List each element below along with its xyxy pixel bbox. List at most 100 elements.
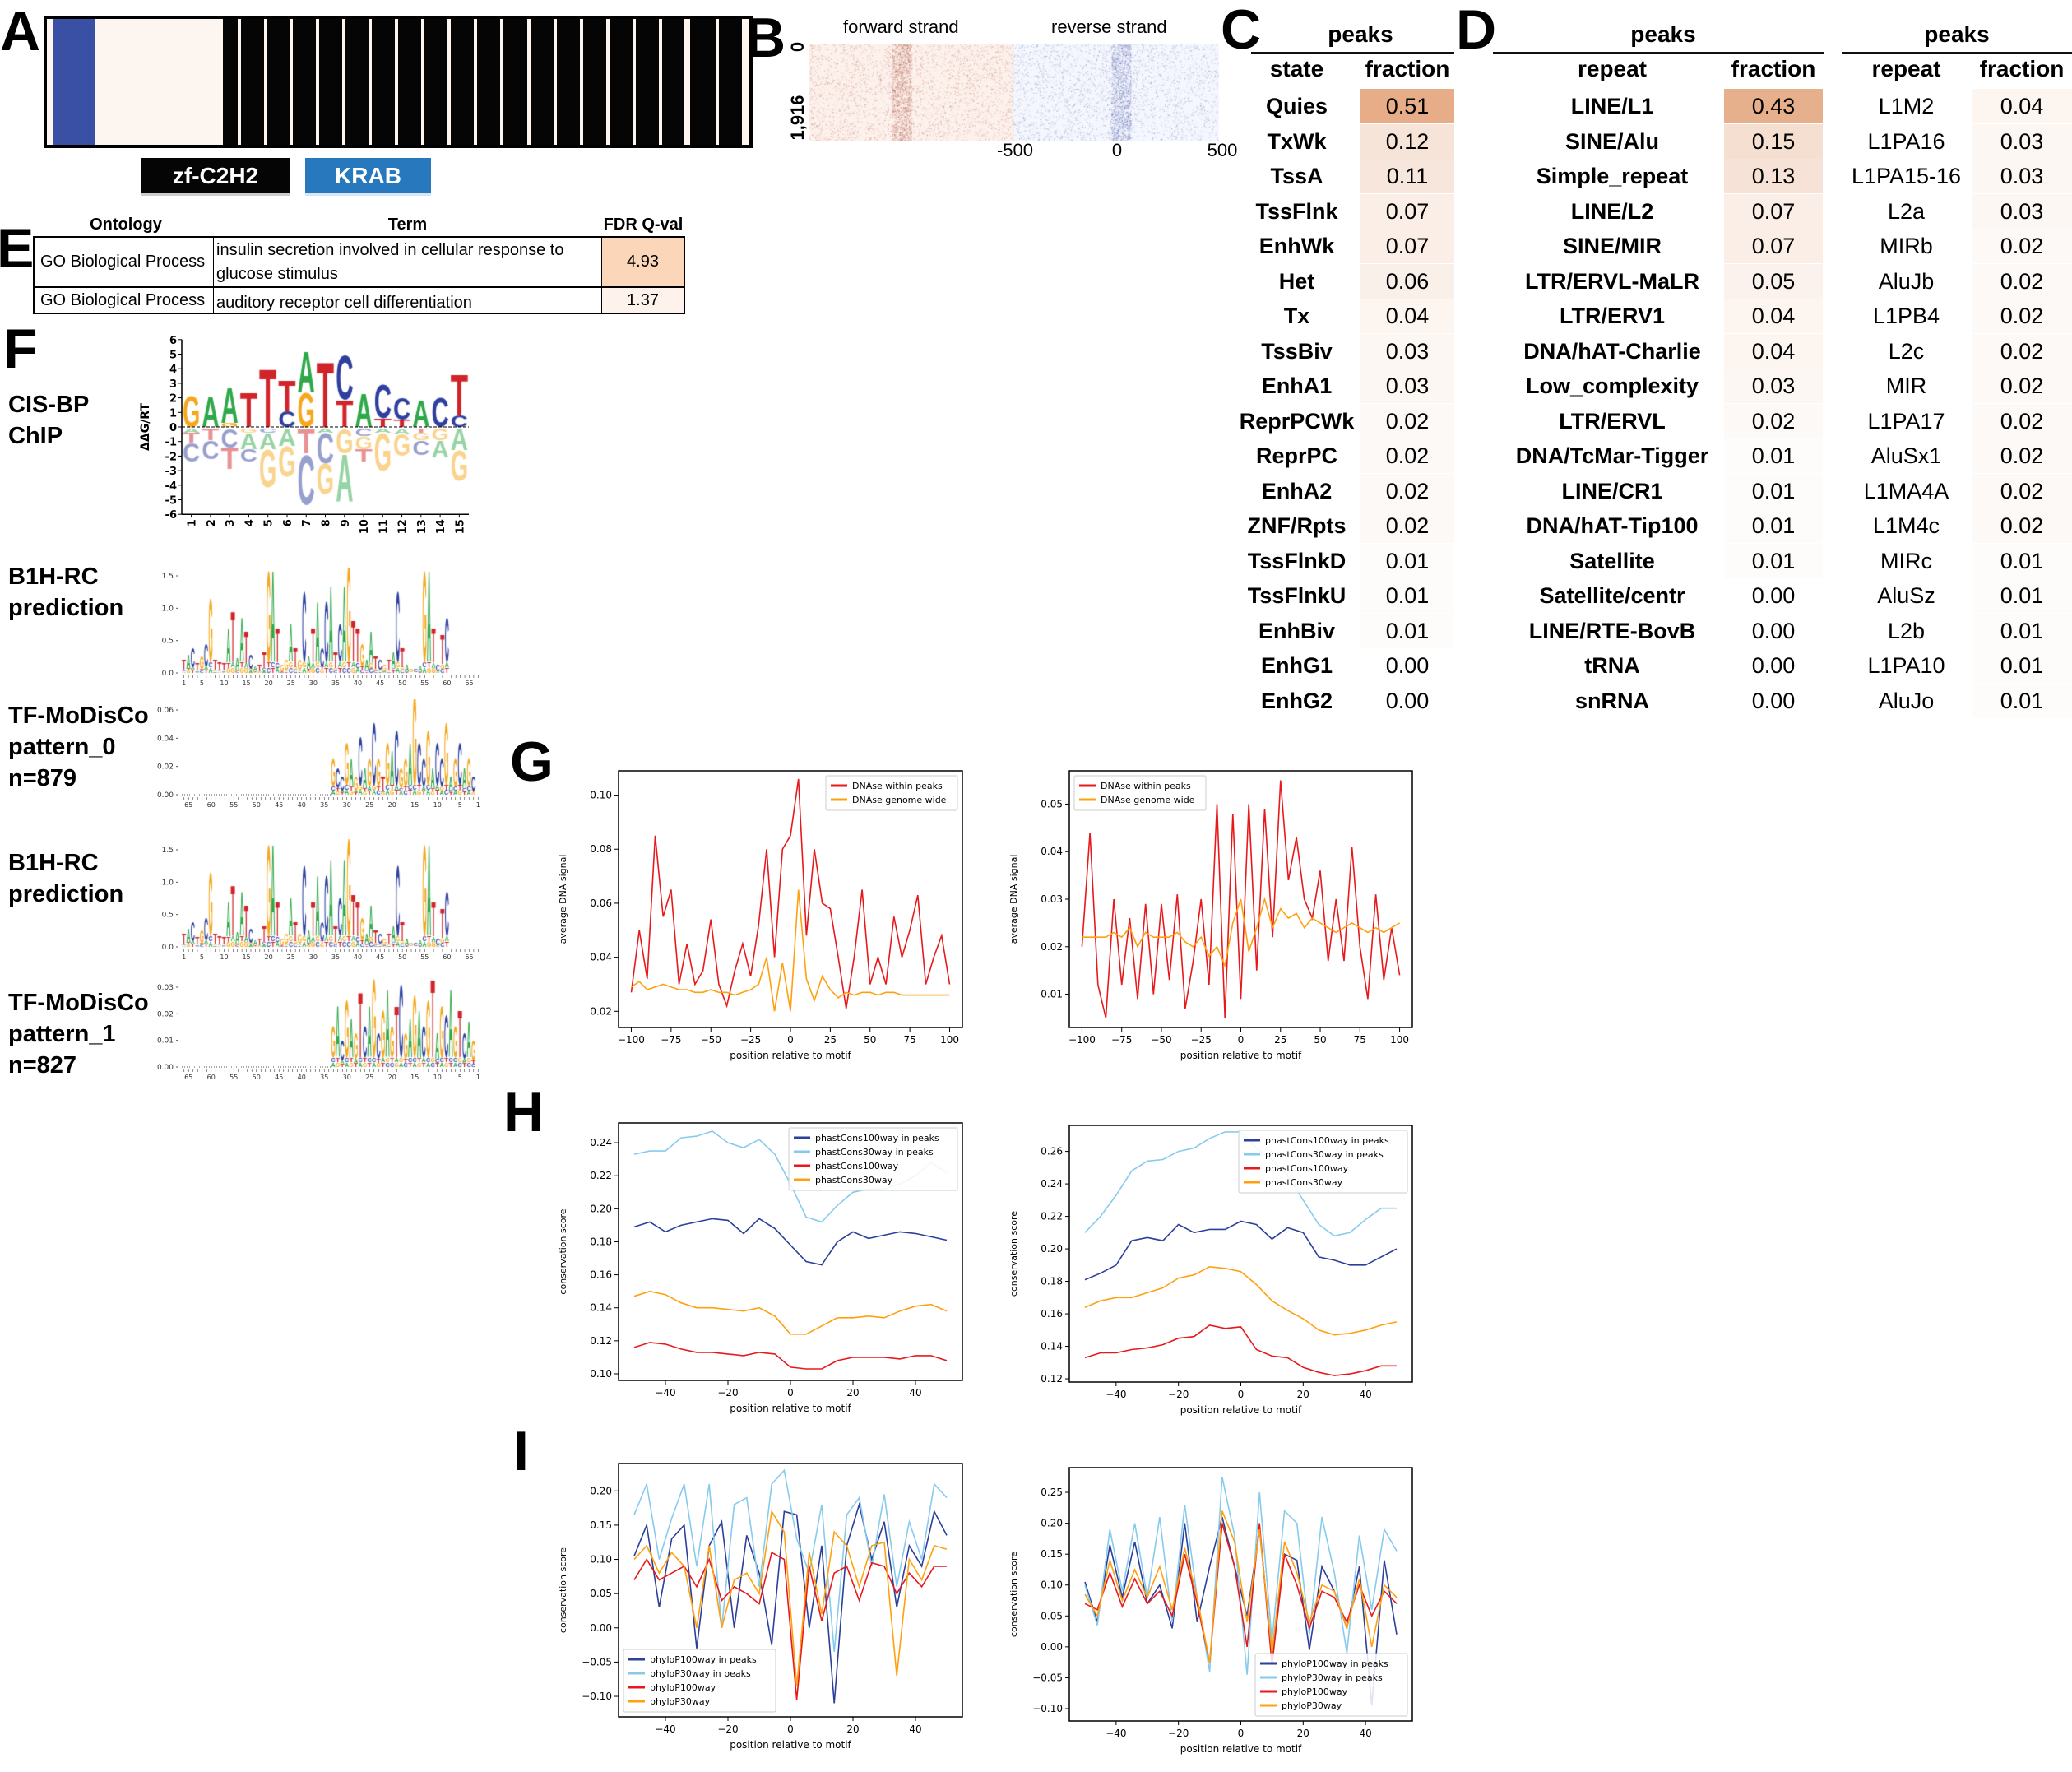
series-line-phastcons100way-in-peaks [633, 1218, 948, 1266]
x-tick-label: 30 [309, 680, 318, 687]
repeat-table-1-col-header: repeat [1577, 56, 1648, 81]
x-tick-label: 35 [331, 953, 340, 961]
panel-label-c: C [1221, 0, 1262, 61]
chart-legend: DNAse within peaks DNAse genome wide [1073, 775, 1207, 811]
x-tick-label: 20 [1297, 1389, 1309, 1400]
y-tick-label: 0.02 [590, 1005, 612, 1017]
x-tick-label: 20 [388, 801, 396, 809]
x-tick-label: 5 [263, 519, 276, 526]
x-tick-label: 10 [433, 801, 442, 809]
panel-label-h: H [503, 1081, 545, 1143]
state-table-fraction-cell: 0.00 [1360, 648, 1454, 683]
repeat-table-2-row-label: L1PA15-16 [1851, 164, 1962, 188]
y-tick-label: 0.10 [590, 790, 612, 801]
x-tick-label: 50 [398, 680, 406, 687]
x-tick-label: 100 [940, 1034, 959, 1046]
x-tick-label: 30 [343, 1074, 351, 1081]
y-tick-label: 0.10 [1041, 1579, 1063, 1591]
x-tick-label: 65 [184, 801, 192, 809]
x-tick-label: 0 [787, 1387, 794, 1399]
x-tick-label: 2 [206, 519, 218, 526]
x-tick-label: −50 [701, 1034, 721, 1046]
chart-dnase-2: −100 −75 −50 −25 0 25 50 75 100 0.01 0.02 0.03 0.04 0… [1008, 770, 1413, 1061]
x-tick-label: 20 [265, 953, 273, 961]
motif-source-label: n=879 [8, 765, 77, 791]
repeat-table-2-fraction-cell: 0.02 [1972, 473, 2072, 508]
y-tick-label: −0.05 [1032, 1672, 1063, 1683]
legend-zf-c2h2: zf-C2H2 [141, 158, 290, 196]
state-table-row-label: Het [1278, 268, 1315, 294]
zf-separator [580, 19, 583, 145]
repeat-table-2-fraction-cell: 0.02 [1972, 508, 2072, 543]
y-tick-label: 3 [169, 378, 177, 391]
y-tick-label: 0.05 [590, 1588, 612, 1599]
x-tick-label: 0 [787, 1723, 794, 1735]
series-line-phastcons30way [1084, 1265, 1398, 1336]
state-table-fraction-cell: 0.07 [1360, 193, 1454, 229]
y-tick-label: 0.5 [162, 638, 174, 646]
x-tick-label: 15 [410, 801, 419, 809]
repeat-table-1-row-label: LINE/CR1 [1561, 478, 1663, 503]
chart-dnase-1: −100 −75 −50 −25 0 25 50 75 100 0.02 0.04 0.06 0.08 0… [558, 770, 963, 1061]
repeat-table-1-fraction-cell: 0.05 [1724, 263, 1823, 299]
y-tick-label: 1 [169, 407, 177, 420]
ontology-cell: GO Biological Process [40, 291, 206, 309]
repeat-table-1-fraction-cell: 0.00 [1724, 578, 1823, 613]
x-tick-label: 1 [476, 801, 480, 809]
motif-source-label: n=827 [8, 1052, 77, 1079]
x-tick-label: 30 [343, 801, 351, 809]
x-tick-label: 75 [1354, 1034, 1366, 1046]
table-frame [33, 236, 685, 314]
state-table-fraction-cell: 0.06 [1360, 263, 1454, 299]
state-table-row-label: EnhG2 [1260, 688, 1333, 713]
repeat-table-1-fraction-cell: 0.03 [1724, 369, 1823, 403]
repeat-table-2-col-header: repeat [1871, 56, 1941, 81]
state-table-header-rule [1251, 52, 1454, 54]
y-tick-label: 1.5 [162, 847, 174, 855]
series-line-phylop100way [1084, 1523, 1398, 1666]
repeat-table-2-fraction-cell: 0.02 [1972, 333, 2072, 369]
y-tick-label: 0.5 [162, 912, 174, 920]
y-tick-label: 0.20 [590, 1485, 612, 1496]
legend-label: phyloP100way [1282, 1686, 1348, 1697]
state-table-col-header: fraction [1365, 56, 1450, 81]
repeat-table-1-fraction-cell: 0.04 [1724, 299, 1823, 333]
repeat-table-2-fraction-cell: 0.03 [1972, 193, 2072, 229]
y-tick-label: 0.0 [162, 944, 174, 952]
zf-separator [238, 19, 241, 145]
y-tick-label: 0.10 [590, 1554, 612, 1566]
series-line-dnase-within-peaks [1081, 780, 1401, 1018]
zf-separator [395, 19, 398, 145]
x-tick-label: 0 [1238, 1034, 1245, 1046]
x-tick-label: 50 [253, 1074, 261, 1081]
state-table-row-label: Tx [1283, 304, 1310, 328]
series-line-phastcons30way [633, 1290, 948, 1335]
repeat-table-1-fraction-cell: 0.01 [1724, 543, 1823, 578]
legend-box [623, 1649, 776, 1713]
panel-label-d: D [1456, 0, 1497, 61]
x-tick-label: 45 [275, 801, 283, 809]
y-tick-label: 0.12 [1041, 1373, 1063, 1385]
state-table-fraction-cell: 0.02 [1360, 403, 1454, 438]
repeat-table-1-row-label: SINE/MIR [1562, 234, 1662, 258]
header-term: Term [387, 216, 428, 234]
repeat-table-1-row-label: snRNA [1574, 688, 1649, 713]
y-tick-label: 0.22 [1041, 1211, 1063, 1222]
repeat-table-2-row-label: L2c [1888, 338, 1925, 364]
x-tick-label: 55 [229, 1074, 238, 1081]
x-tick-label: 20 [265, 680, 273, 687]
x-tick-label: 15 [454, 519, 466, 534]
y-tick-label: 0.04 [590, 952, 612, 963]
repeat-table-2-row-label: L1MA4A [1863, 478, 1949, 503]
x-tick-label: −75 [1111, 1034, 1132, 1046]
y-tick-label: -2 [165, 451, 177, 463]
zf-separator [342, 19, 345, 145]
legend-label: DNAse genome wide [1101, 795, 1195, 805]
state-table-fraction-cell: 0.51 [1360, 89, 1454, 123]
legend-label: phastCons30way in peaks [1265, 1149, 1384, 1160]
panel-label-f: F [3, 318, 38, 380]
state-table-row-label: TxWk [1267, 128, 1327, 154]
state-table-row-label: TssA [1270, 164, 1323, 188]
y-tick-label: 1.0 [162, 605, 174, 613]
legend-label: phyloP30way [650, 1696, 711, 1707]
